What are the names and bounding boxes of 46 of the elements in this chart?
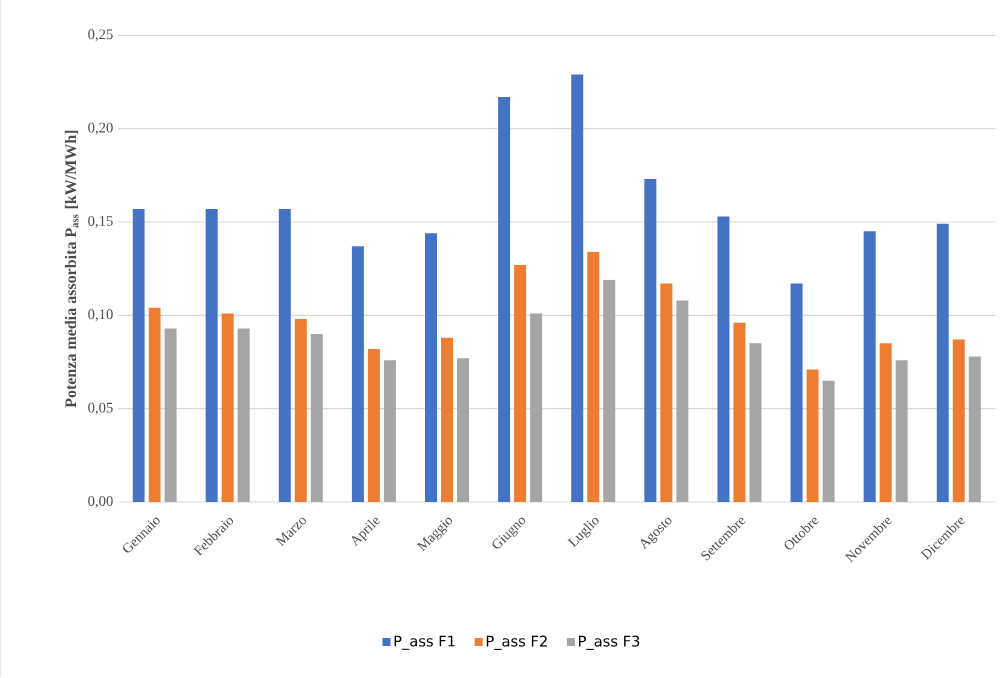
bar (587, 251, 600, 502)
legend-label: P_ass F2 (486, 635, 547, 650)
y-tick-label: 0,00 (88, 496, 113, 509)
bar (132, 208, 145, 502)
bar (514, 264, 527, 502)
bar (952, 339, 965, 502)
bar (530, 313, 543, 502)
bar (294, 319, 307, 502)
bar (879, 343, 892, 502)
bar (863, 231, 876, 502)
y-axis-title: Potenza media assorbita P$_{ass}$ [kW/MWh] (64, 130, 79, 408)
y-tick-label: 0,10 (88, 309, 113, 322)
bar (221, 313, 234, 502)
bar (205, 208, 218, 502)
bar (936, 223, 949, 502)
bar (733, 322, 746, 502)
bar (237, 328, 250, 502)
y-tick-label: 0,15 (88, 216, 113, 228)
bar (148, 307, 161, 502)
bar (806, 369, 819, 502)
legend-label: P_ass F3 (579, 635, 640, 650)
bar (425, 233, 437, 502)
bar (822, 380, 835, 502)
bar (644, 179, 657, 502)
bar (676, 300, 689, 502)
legend-label: P_ass F1 (394, 635, 455, 650)
bar (717, 216, 730, 502)
bar (383, 360, 396, 502)
y-tick-label: 0,20 (88, 122, 113, 135)
bar (660, 283, 673, 502)
bar (968, 356, 981, 502)
bar (441, 337, 454, 502)
bar (164, 328, 177, 502)
bar (895, 360, 908, 502)
y-tick-label: 0,05 (88, 402, 113, 415)
bar (571, 74, 584, 502)
bar (278, 208, 291, 502)
bar (367, 348, 380, 502)
bar (310, 334, 323, 502)
bar (603, 279, 616, 502)
y-tick-label: 0,25 (88, 29, 113, 42)
bar (749, 343, 762, 502)
bar (351, 246, 364, 502)
bar (790, 283, 803, 502)
bar (498, 96, 511, 502)
bar (457, 358, 469, 502)
